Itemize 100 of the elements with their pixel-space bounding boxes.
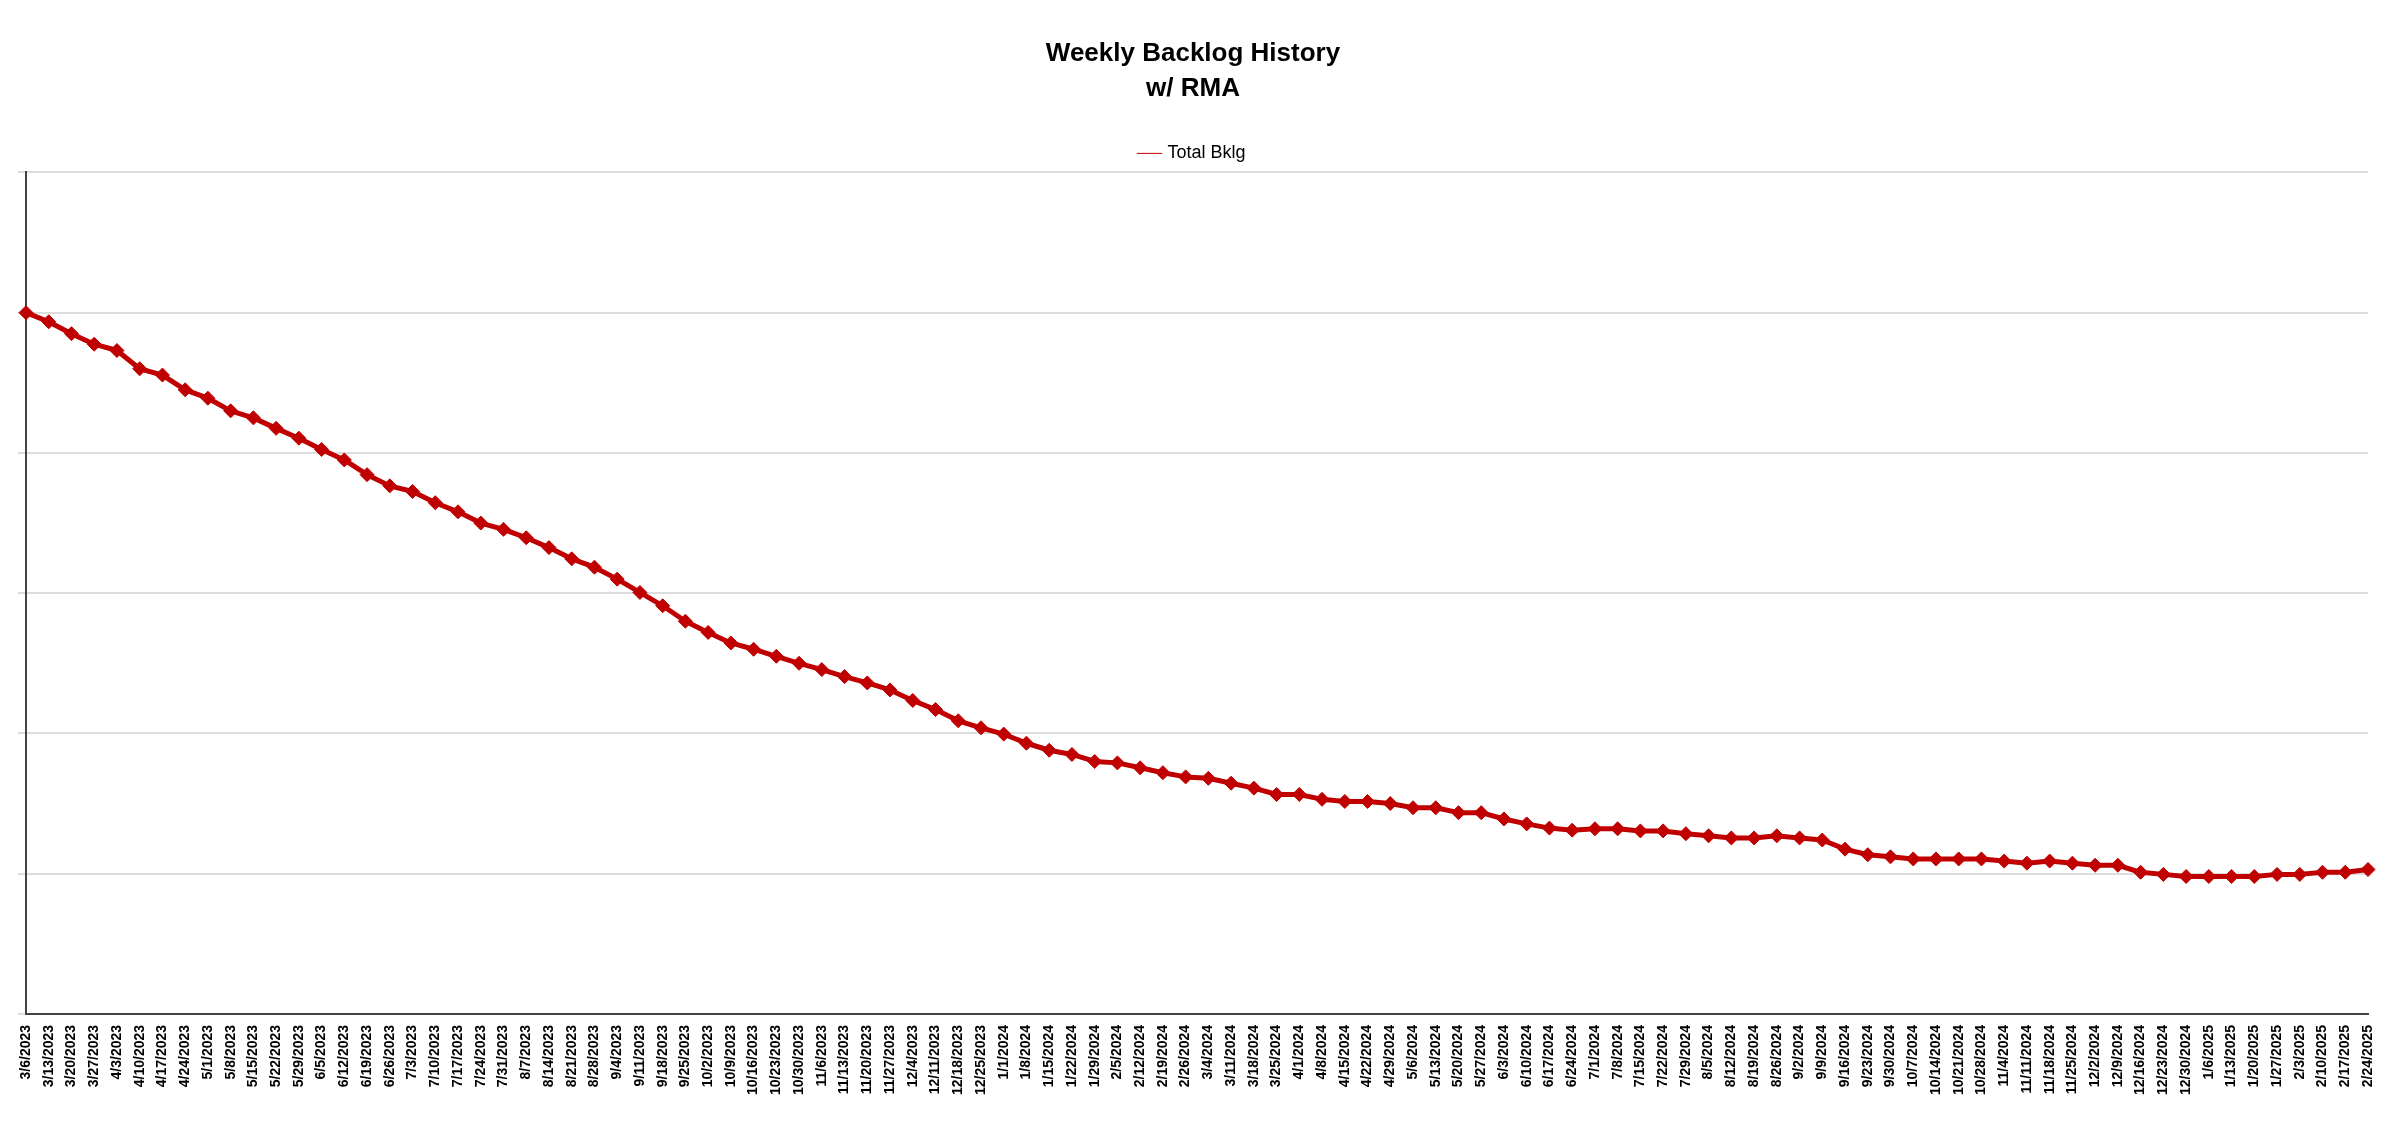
x-tick-label: 8/21/2023 (562, 1024, 579, 1088)
x-tick-label: 7/24/2023 (471, 1024, 488, 1088)
x-tick-label: 4/24/2023 (176, 1024, 193, 1088)
x-tick-label: 6/12/2023 (335, 1024, 352, 1088)
x-tick-label: 8/12/2024 (1722, 1024, 1739, 1088)
x-tick-label: 4/22/2024 (1358, 1024, 1375, 1088)
x-tick-label: 5/1/2023 (198, 1024, 215, 1080)
x-tick-label: 5/15/2023 (244, 1024, 261, 1088)
x-tick-label: 7/3/2023 (403, 1024, 420, 1080)
x-tick-label: 9/23/2024 (1858, 1024, 1875, 1088)
chart-title: Weekly Backlog History (1045, 36, 1341, 67)
x-tick-label: 5/27/2024 (1472, 1024, 1489, 1088)
x-tick-label: 11/6/2023 (812, 1024, 829, 1087)
x-tick-label: 1/1/2024 (994, 1024, 1011, 1080)
x-tick-label: 5/29/2023 (289, 1024, 306, 1088)
x-tick-label: 1/6/2025 (2199, 1024, 2216, 1080)
x-tick-label: 10/30/2023 (789, 1024, 806, 1096)
chart-subtitle: w/ RMA (1145, 71, 1241, 102)
x-tick-label: 5/20/2024 (1449, 1024, 1466, 1088)
x-tick-label: 11/27/2023 (880, 1024, 897, 1095)
x-tick-label: 7/31/2023 (494, 1024, 511, 1088)
x-tick-label: 10/9/2023 (721, 1024, 738, 1088)
x-tick-label: 10/7/2024 (1904, 1024, 1921, 1088)
x-tick-label: 12/11/2023 (926, 1024, 943, 1095)
x-tick-label: 2/12/2024 (1131, 1024, 1148, 1088)
x-tick-label: 3/4/2024 (1199, 1024, 1216, 1080)
x-tick-label: 12/23/2024 (2154, 1024, 2171, 1096)
x-tick-label: 11/13/2023 (835, 1024, 852, 1095)
x-tick-label: 10/2/2023 (699, 1024, 715, 1088)
x-tick-label: 1/13/2025 (2222, 1024, 2239, 1088)
x-tick-label: 7/10/2023 (426, 1024, 443, 1088)
x-tick-label: 3/27/2023 (85, 1024, 102, 1088)
x-tick-label: 11/25/2024 (2063, 1024, 2080, 1095)
x-tick-label: 12/4/2023 (903, 1024, 920, 1088)
x-tick-label: 4/17/2023 (153, 1024, 170, 1088)
x-tick-label: 9/18/2023 (653, 1024, 670, 1088)
x-tick-label: 3/18/2024 (1244, 1024, 1261, 1088)
x-tick-label: 11/11/2024 (2017, 1024, 2034, 1094)
x-tick-label: 5/8/2023 (221, 1024, 238, 1080)
x-tick-label: 8/7/2023 (517, 1024, 534, 1080)
x-tick-label: 7/22/2024 (1653, 1024, 1670, 1088)
x-tick-label: 7/15/2024 (1631, 1024, 1648, 1088)
x-tick-label: 7/17/2023 (448, 1024, 465, 1088)
x-tick-label: 9/2/2024 (1790, 1024, 1807, 1080)
x-tick-label: 12/30/2024 (2176, 1024, 2193, 1096)
x-tick-label: 10/14/2024 (1926, 1024, 1943, 1096)
x-tick-label: 8/19/2024 (1744, 1024, 1761, 1088)
x-tick-label: 11/18/2024 (2040, 1024, 2057, 1095)
x-tick-label: 3/6/2023 (16, 1024, 33, 1080)
x-tick-label: 10/23/2023 (767, 1024, 784, 1096)
x-tick-label: 6/19/2023 (357, 1024, 374, 1088)
x-tick-label: 8/14/2023 (539, 1024, 556, 1088)
x-tick-label: 9/9/2024 (1813, 1024, 1830, 1080)
x-tick-label: 5/13/2024 (1426, 1024, 1443, 1088)
x-tick-label: 8/28/2023 (585, 1024, 602, 1088)
x-tick-label: 1/27/2025 (2267, 1024, 2284, 1088)
x-tick-label: 12/9/2024 (2108, 1024, 2125, 1088)
x-tick-label: 6/10/2024 (1517, 1024, 1534, 1088)
x-tick-label: 4/3/2023 (107, 1024, 124, 1080)
x-tick-label: 10/16/2023 (744, 1024, 761, 1096)
x-tick-label: 1/22/2024 (1062, 1024, 1079, 1088)
x-tick-label: 9/4/2023 (608, 1024, 625, 1080)
x-tick-label: 3/11/2024 (1221, 1024, 1238, 1087)
x-tick-label: 11/4/2024 (1995, 1024, 2012, 1087)
x-tick-label: 2/26/2024 (1176, 1024, 1193, 1088)
x-tick-label: 3/25/2024 (1267, 1024, 1284, 1088)
x-tick-label: 9/25/2023 (676, 1024, 693, 1088)
x-tick-label: 12/16/2024 (2131, 1024, 2148, 1096)
x-tick-label: 7/29/2024 (1676, 1024, 1693, 1088)
x-tick-label: 6/26/2023 (380, 1024, 397, 1088)
x-tick-label: 12/25/2023 (971, 1024, 988, 1096)
x-tick-label: 4/1/2024 (1290, 1024, 1307, 1080)
x-tick-label: 2/10/2025 (2313, 1024, 2330, 1088)
x-tick-label: 8/26/2024 (1767, 1024, 1784, 1088)
x-tick-label: 6/5/2023 (312, 1024, 329, 1080)
x-tick-label: 1/20/2025 (2245, 1024, 2262, 1088)
x-tick-label: 6/17/2024 (1540, 1024, 1557, 1088)
x-tick-label: 1/29/2024 (1085, 1024, 1102, 1088)
x-tick-label: 6/3/2024 (1494, 1024, 1511, 1080)
x-tick-label: 7/1/2024 (1585, 1024, 1602, 1080)
x-tick-label: 4/10/2023 (130, 1024, 147, 1088)
x-tick-label: 5/22/2023 (266, 1024, 283, 1088)
x-tick-label: 2/24/2025 (2358, 1024, 2375, 1088)
x-tick-label: 8/5/2024 (1699, 1024, 1716, 1080)
x-tick-label: 3/20/2023 (62, 1024, 79, 1088)
x-tick-label: 2/5/2024 (1108, 1024, 1125, 1080)
x-tick-label: 4/15/2024 (1335, 1024, 1352, 1088)
x-tick-label: 3/13/2023 (39, 1024, 56, 1088)
x-tick-label: 1/15/2024 (1040, 1024, 1057, 1088)
x-tick-label: 4/29/2024 (1381, 1024, 1398, 1088)
legend-label: Total Bklg (1167, 142, 1246, 163)
x-tick-label: 11/20/2023 (858, 1024, 875, 1095)
x-tick-label: 12/18/2023 (949, 1024, 966, 1096)
x-tick-label: 5/6/2024 (1403, 1024, 1420, 1080)
x-tick-label: 10/21/2024 (1949, 1024, 1966, 1096)
x-tick-label: 7/8/2024 (1608, 1024, 1625, 1080)
x-tick-label: 4/8/2024 (1312, 1024, 1329, 1080)
x-tick-label: 2/19/2024 (1153, 1024, 1170, 1088)
x-tick-label: 2/17/2025 (2336, 1024, 2353, 1088)
x-tick-label: 6/24/2024 (1563, 1024, 1580, 1088)
